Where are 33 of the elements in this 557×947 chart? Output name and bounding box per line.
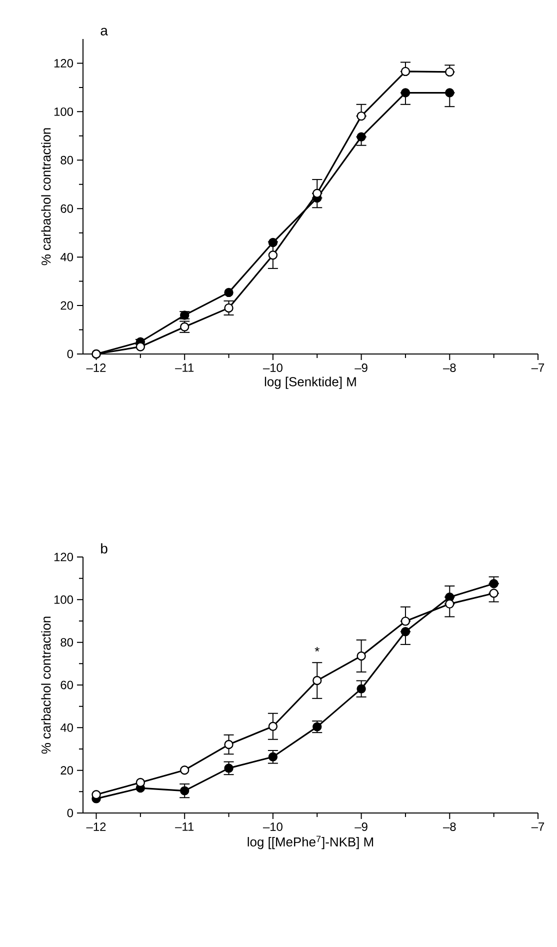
y-tick-label: 80 — [60, 156, 74, 164]
y-tick-label: 120 — [54, 552, 74, 562]
chart-title: a — [100, 28, 108, 36]
x-tick-label: –7 — [531, 364, 544, 372]
x-tick-label: –11 — [175, 822, 194, 831]
chart-title: b — [101, 543, 108, 554]
x-tick-label: –11 — [175, 364, 194, 372]
x-tick-label: –9 — [354, 364, 368, 372]
y-axis-title: % carbachol contraction — [41, 128, 51, 266]
y-tick-label: 120 — [54, 58, 74, 68]
annotation: * — [314, 646, 320, 652]
y-tick-label: 0 — [67, 350, 74, 358]
y-tick-label: 20 — [60, 301, 74, 310]
y-tick-label: 40 — [60, 723, 74, 732]
y-axis-title: % carbachol contraction — [41, 616, 51, 754]
x-tick-label: –8 — [443, 822, 456, 831]
y-tick-label: 60 — [60, 204, 74, 213]
x-tick-label: –10 — [262, 822, 282, 831]
y-tick-label: 100 — [54, 107, 74, 116]
x-axis-title: log [Senktide] M — [264, 376, 356, 389]
x-axis-title: log [[MePhe$^{7}$]-NKB] M — [248, 836, 374, 850]
y-tick-label: 80 — [60, 638, 74, 647]
x-tick-label: –12 — [86, 822, 106, 831]
y-tick-label: 100 — [54, 595, 74, 604]
y-tick-label: 20 — [60, 766, 74, 775]
y-tick-label: 40 — [60, 252, 74, 262]
y-tick-label: 0 — [67, 808, 74, 818]
x-tick-label: –8 — [443, 364, 456, 372]
y-tick-label: 60 — [60, 680, 74, 690]
x-tick-label: –10 — [262, 364, 282, 372]
x-tick-label: –9 — [354, 822, 368, 831]
x-tick-label: –7 — [531, 822, 544, 831]
x-tick-label: –12 — [86, 364, 106, 372]
